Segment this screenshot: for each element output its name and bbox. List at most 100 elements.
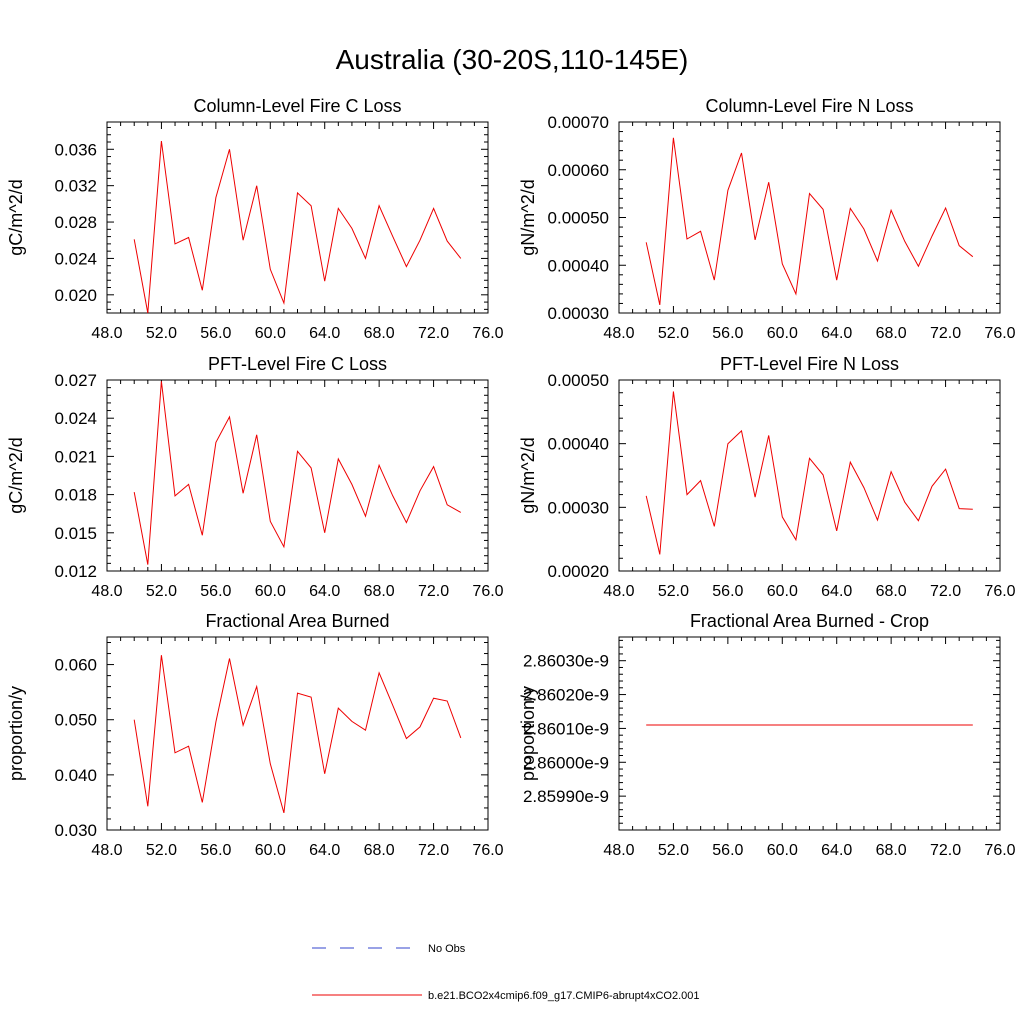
y-tick-label: 0.020: [54, 286, 97, 305]
chart-title: Fractional Area Burned: [205, 611, 389, 631]
y-tick-label: 2.86030e-9: [523, 652, 609, 671]
x-tick-label: 72.0: [418, 325, 449, 342]
y-tick-label: 0.060: [54, 656, 97, 675]
x-tick-label: 64.0: [821, 842, 852, 859]
chart-panel: Fractional Area Burned proportion/y 48.0 52…: [6, 611, 504, 859]
series-line: [133, 381, 462, 565]
x-tick-label: 64.0: [821, 325, 852, 342]
y-tick-label: 0.00040: [548, 256, 609, 275]
x-tick-label: 52.0: [658, 325, 689, 342]
y-tick-label: 0.036: [54, 140, 97, 159]
x-tick-label: 60.0: [767, 325, 798, 342]
chart-title: Column-Level Fire C Loss: [193, 96, 401, 116]
y-tick-label: 0.024: [54, 409, 97, 428]
x-tick-label: 52.0: [658, 583, 689, 600]
x-tick-label: 76.0: [472, 325, 503, 342]
series-line: [645, 391, 973, 555]
y-axis-label: gN/m^2/d: [518, 437, 538, 513]
chart-panel: Column-Level Fire N Loss gN/m^2/d 48.0 52.0…: [518, 96, 1016, 342]
chart-panel: PFT-Level Fire N Loss gN/m^2/d 48.0 52.0 56.…: [518, 354, 1016, 600]
x-tick-label: 60.0: [255, 842, 286, 859]
x-tick-label: 52.0: [658, 842, 689, 859]
series-line: [645, 137, 974, 306]
y-tick-label: 2.86000e-9: [523, 753, 609, 772]
chart-title: PFT-Level Fire N Loss: [720, 354, 899, 374]
y-tick-label: 0.00020: [548, 562, 609, 581]
y-tick-label: 0.030: [54, 821, 97, 840]
x-tick-label: 76.0: [472, 842, 503, 859]
figure-title: Australia (30-20S,110-145E): [335, 44, 689, 75]
x-tick-label: 72.0: [930, 325, 961, 342]
x-tick-label: 68.0: [876, 583, 907, 600]
x-tick-label: 64.0: [309, 325, 340, 342]
x-tick-label: 48.0: [91, 842, 122, 859]
x-tick-label: 56.0: [200, 325, 231, 342]
chart-title: PFT-Level Fire C Loss: [208, 354, 387, 374]
x-tick-label: 68.0: [876, 842, 907, 859]
x-tick-label: 48.0: [603, 325, 634, 342]
x-tick-label: 56.0: [712, 583, 743, 600]
x-tick-label: 56.0: [712, 842, 743, 859]
x-tick-label: 72.0: [930, 842, 961, 859]
x-tick-label: 48.0: [91, 583, 122, 600]
x-tick-label: 56.0: [200, 583, 231, 600]
chart-panel: PFT-Level Fire C Loss gC/m^2/d 48.0 52.0 56.…: [6, 354, 504, 600]
y-axis-label: gC/m^2/d: [6, 179, 26, 255]
plot-frame: [106, 121, 489, 314]
x-tick-label: 60.0: [255, 583, 286, 600]
x-tick-label: 76.0: [472, 583, 503, 600]
y-tick-label: 0.018: [54, 486, 97, 505]
x-tick-label: 68.0: [364, 325, 395, 342]
x-tick-label: 72.0: [930, 583, 961, 600]
x-tick-label: 72.0: [418, 583, 449, 600]
x-tick-label: 76.0: [984, 325, 1015, 342]
y-tick-label: 0.00050: [548, 371, 609, 390]
x-tick-label: 60.0: [767, 842, 798, 859]
x-tick-label: 64.0: [821, 583, 852, 600]
plot-frame: [106, 636, 489, 831]
legend: No Obs b.e21.BCO2x4cmip6.f09_g17.CMIP6-a…: [312, 943, 700, 1002]
plot-frame: [618, 121, 1001, 314]
y-tick-label: 0.00030: [548, 498, 609, 517]
y-tick-label: 0.015: [54, 524, 97, 543]
y-tick-label: 0.021: [54, 447, 97, 466]
chart-panel: Column-Level Fire C Loss gC/m^2/d 48.0 52.0…: [6, 96, 504, 342]
y-tick-label: 2.86010e-9: [523, 719, 609, 738]
x-tick-label: 64.0: [309, 842, 340, 859]
x-tick-label: 52.0: [146, 842, 177, 859]
x-tick-label: 52.0: [146, 583, 177, 600]
y-tick-label: 0.028: [54, 213, 97, 232]
y-axis-label: proportion/y: [6, 686, 26, 781]
x-tick-label: 60.0: [767, 583, 798, 600]
x-tick-label: 52.0: [146, 325, 177, 342]
y-tick-label: 0.027: [54, 371, 97, 390]
y-tick-label: 0.00030: [548, 304, 609, 323]
legend-obs-label: No Obs: [428, 943, 466, 955]
y-tick-label: 2.86020e-9: [523, 686, 609, 705]
x-tick-label: 48.0: [603, 583, 634, 600]
x-tick-label: 56.0: [712, 325, 743, 342]
y-tick-label: 0.00050: [548, 209, 609, 228]
y-tick-label: 0.00070: [548, 113, 609, 132]
y-tick-label: 0.024: [54, 249, 97, 268]
y-tick-label: 0.040: [54, 766, 97, 785]
x-tick-label: 48.0: [91, 325, 122, 342]
y-axis-label: gN/m^2/d: [518, 179, 538, 255]
legend-model-label: b.e21.BCO2x4cmip6.f09_g17.CMIP6-abrupt4x…: [428, 990, 700, 1002]
x-tick-label: 64.0: [309, 583, 340, 600]
x-tick-label: 72.0: [418, 842, 449, 859]
y-axis-label: gC/m^2/d: [6, 437, 26, 513]
x-tick-label: 68.0: [364, 583, 395, 600]
x-tick-label: 76.0: [984, 842, 1015, 859]
chart-panel: Fractional Area Burned - Crop proportion/…: [518, 611, 1016, 859]
y-tick-label: 0.012: [54, 562, 97, 581]
y-tick-label: 2.85990e-9: [523, 787, 609, 806]
chart-title: Fractional Area Burned - Crop: [690, 611, 929, 631]
series-line: [133, 141, 462, 314]
y-tick-label: 0.00040: [548, 435, 609, 454]
y-tick-label: 0.050: [54, 711, 97, 730]
x-tick-label: 68.0: [364, 842, 395, 859]
x-tick-label: 56.0: [200, 842, 231, 859]
x-tick-label: 48.0: [603, 842, 634, 859]
